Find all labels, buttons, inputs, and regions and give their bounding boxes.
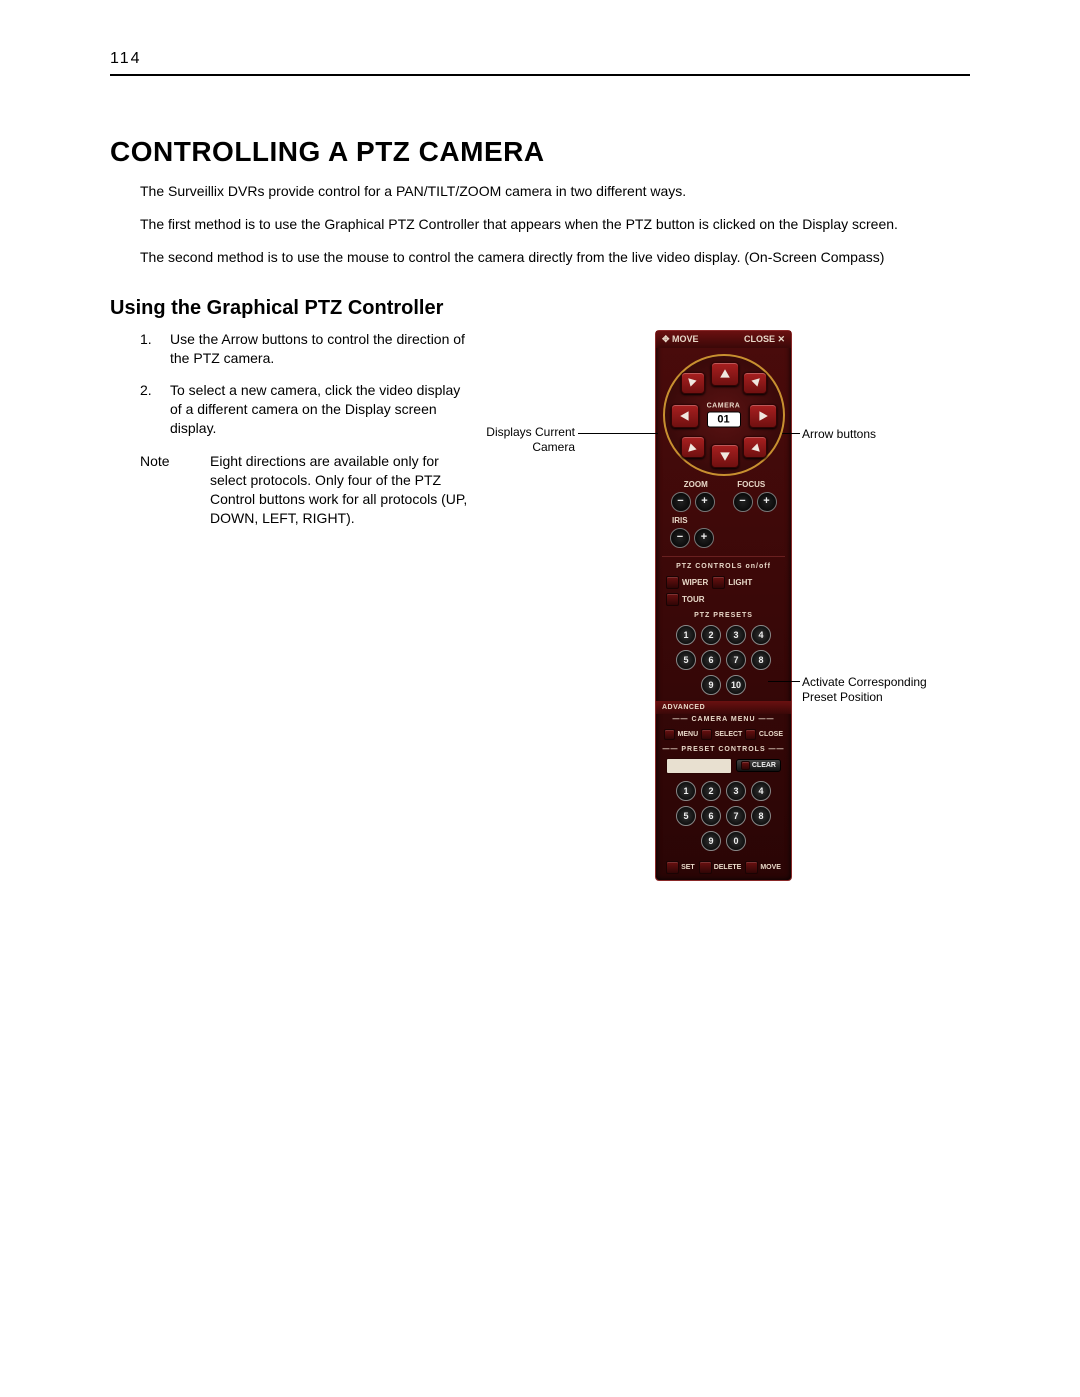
step-2-number: 2.	[140, 381, 170, 438]
preset-2-button[interactable]: 2	[701, 625, 721, 645]
preset-1-button[interactable]: 1	[676, 625, 696, 645]
num-1-button[interactable]: 1	[676, 781, 696, 801]
preset-4-button[interactable]: 4	[751, 625, 771, 645]
direction-pad: CAMERA 01	[663, 354, 785, 476]
arrow-down-button[interactable]	[711, 444, 739, 468]
preset-8-button[interactable]: 8	[751, 650, 771, 670]
tour-toggle[interactable]	[666, 593, 679, 606]
camera-label: CAMERA	[707, 402, 741, 409]
delete-button[interactable]	[699, 861, 712, 874]
zoom-out-button[interactable]: −	[671, 492, 691, 512]
ptz-presets-title: PTZ PRESETS	[656, 610, 791, 621]
wiper-toggle[interactable]	[666, 576, 679, 589]
zoom-label: ZOOM	[668, 480, 724, 489]
num-6-button[interactable]: 6	[701, 806, 721, 826]
move-button[interactable]	[745, 861, 758, 874]
iris-close-button[interactable]: −	[670, 528, 690, 548]
menu-button[interactable]	[664, 729, 675, 740]
focus-label: FOCUS	[724, 480, 780, 489]
light-label: LIGHT	[728, 578, 752, 587]
arrow-left-button[interactable]	[671, 404, 699, 428]
num-3-button[interactable]: 3	[726, 781, 746, 801]
iris-label: IRIS	[656, 516, 791, 525]
set-button[interactable]	[666, 861, 679, 874]
num-7-button[interactable]: 7	[726, 806, 746, 826]
move-handle[interactable]: ✥ MOVE	[662, 334, 699, 345]
subheading: Using the Graphical PTZ Controller	[110, 297, 970, 320]
callout-line-right-bottom	[768, 681, 800, 682]
num-9-button[interactable]: 9	[701, 831, 721, 851]
advanced-bar[interactable]: ADVANCED	[656, 701, 791, 714]
note-text: Eight directions are available only for …	[210, 452, 470, 528]
numpad-grid: 1 2 3 4 5 6 7 8 9 0	[656, 777, 791, 857]
num-0-button[interactable]: 0	[726, 831, 746, 851]
zoom-in-button[interactable]: +	[695, 492, 715, 512]
num-5-button[interactable]: 5	[676, 806, 696, 826]
preset-9-button[interactable]: 9	[701, 675, 721, 695]
light-toggle[interactable]	[712, 576, 725, 589]
arrow-down-left-button[interactable]	[681, 436, 705, 458]
tour-label: TOUR	[682, 595, 705, 604]
iris-open-button[interactable]: +	[694, 528, 714, 548]
arrow-up-left-button[interactable]	[681, 372, 705, 394]
move-label: MOVE	[760, 864, 781, 871]
arrow-up-button[interactable]	[711, 362, 739, 386]
intro-p2: The first method is to use the Graphical…	[110, 215, 970, 234]
arrow-right-button[interactable]	[749, 404, 777, 428]
preset-7-button[interactable]: 7	[726, 650, 746, 670]
focus-out-button[interactable]: −	[733, 492, 753, 512]
preset-10-button[interactable]: 10	[726, 675, 746, 695]
preset-input[interactable]	[666, 758, 732, 774]
preset-3-button[interactable]: 3	[726, 625, 746, 645]
steps-column: 1. Use the Arrow buttons to control the …	[110, 330, 470, 528]
intro-p3: The second method is to use the mouse to…	[110, 248, 970, 267]
preset-grid: 1 2 3 4 5 6 7 8 9 10	[656, 621, 791, 701]
camera-indicator: CAMERA 01	[707, 402, 741, 427]
close-button[interactable]: CLOSE ✕	[744, 334, 785, 345]
clear-button[interactable]: CLEAR	[736, 759, 781, 772]
callout-current-camera: Displays Current Camera	[465, 425, 575, 455]
intro-block: The Surveillix DVRs provide control for …	[110, 182, 970, 267]
preset-6-button[interactable]: 6	[701, 650, 721, 670]
num-4-button[interactable]: 4	[751, 781, 771, 801]
focus-in-button[interactable]: +	[757, 492, 777, 512]
header-rule	[110, 74, 970, 76]
step-2-text: To select a new camera, click the video …	[170, 381, 470, 438]
select-label: SELECT	[715, 731, 743, 738]
num-8-button[interactable]: 8	[751, 806, 771, 826]
intro-p1: The Surveillix DVRs provide control for …	[110, 182, 970, 201]
page-title: CONTROLLING A PTZ CAMERA	[110, 136, 970, 168]
preset-controls-title: —— PRESET CONTROLS ——	[656, 744, 791, 755]
page-number: 114	[110, 50, 970, 68]
num-2-button[interactable]: 2	[701, 781, 721, 801]
menu-label: MENU	[678, 731, 699, 738]
delete-label: DELETE	[714, 864, 742, 871]
camera-menu-title: —— CAMERA MENU ——	[656, 714, 791, 725]
step-1-text: Use the Arrow buttons to control the dir…	[170, 330, 470, 368]
figure-column: Displays Current Camera Arrow buttons Ac…	[470, 330, 970, 881]
set-label: SET	[681, 864, 695, 871]
arrow-up-right-button[interactable]	[743, 372, 767, 394]
preset-5-button[interactable]: 5	[676, 650, 696, 670]
ptz-controller-panel: ✥ MOVE CLOSE ✕ CAMERA 01	[655, 330, 792, 881]
select-button[interactable]	[701, 729, 712, 740]
ptz-controls-title: PTZ CONTROLS on/off	[656, 561, 791, 572]
callout-arrow-buttons: Arrow buttons	[802, 427, 876, 442]
step-1-number: 1.	[140, 330, 170, 368]
camera-number: 01	[707, 411, 741, 427]
menu-close-button[interactable]	[745, 729, 756, 740]
wiper-label: WIPER	[682, 578, 708, 587]
callout-line-left	[578, 433, 658, 434]
callout-preset-position: Activate Corresponding Preset Position	[802, 675, 942, 705]
note-label: Note	[140, 452, 210, 528]
arrow-down-right-button[interactable]	[743, 436, 767, 458]
menu-close-label: CLOSE	[759, 731, 783, 738]
